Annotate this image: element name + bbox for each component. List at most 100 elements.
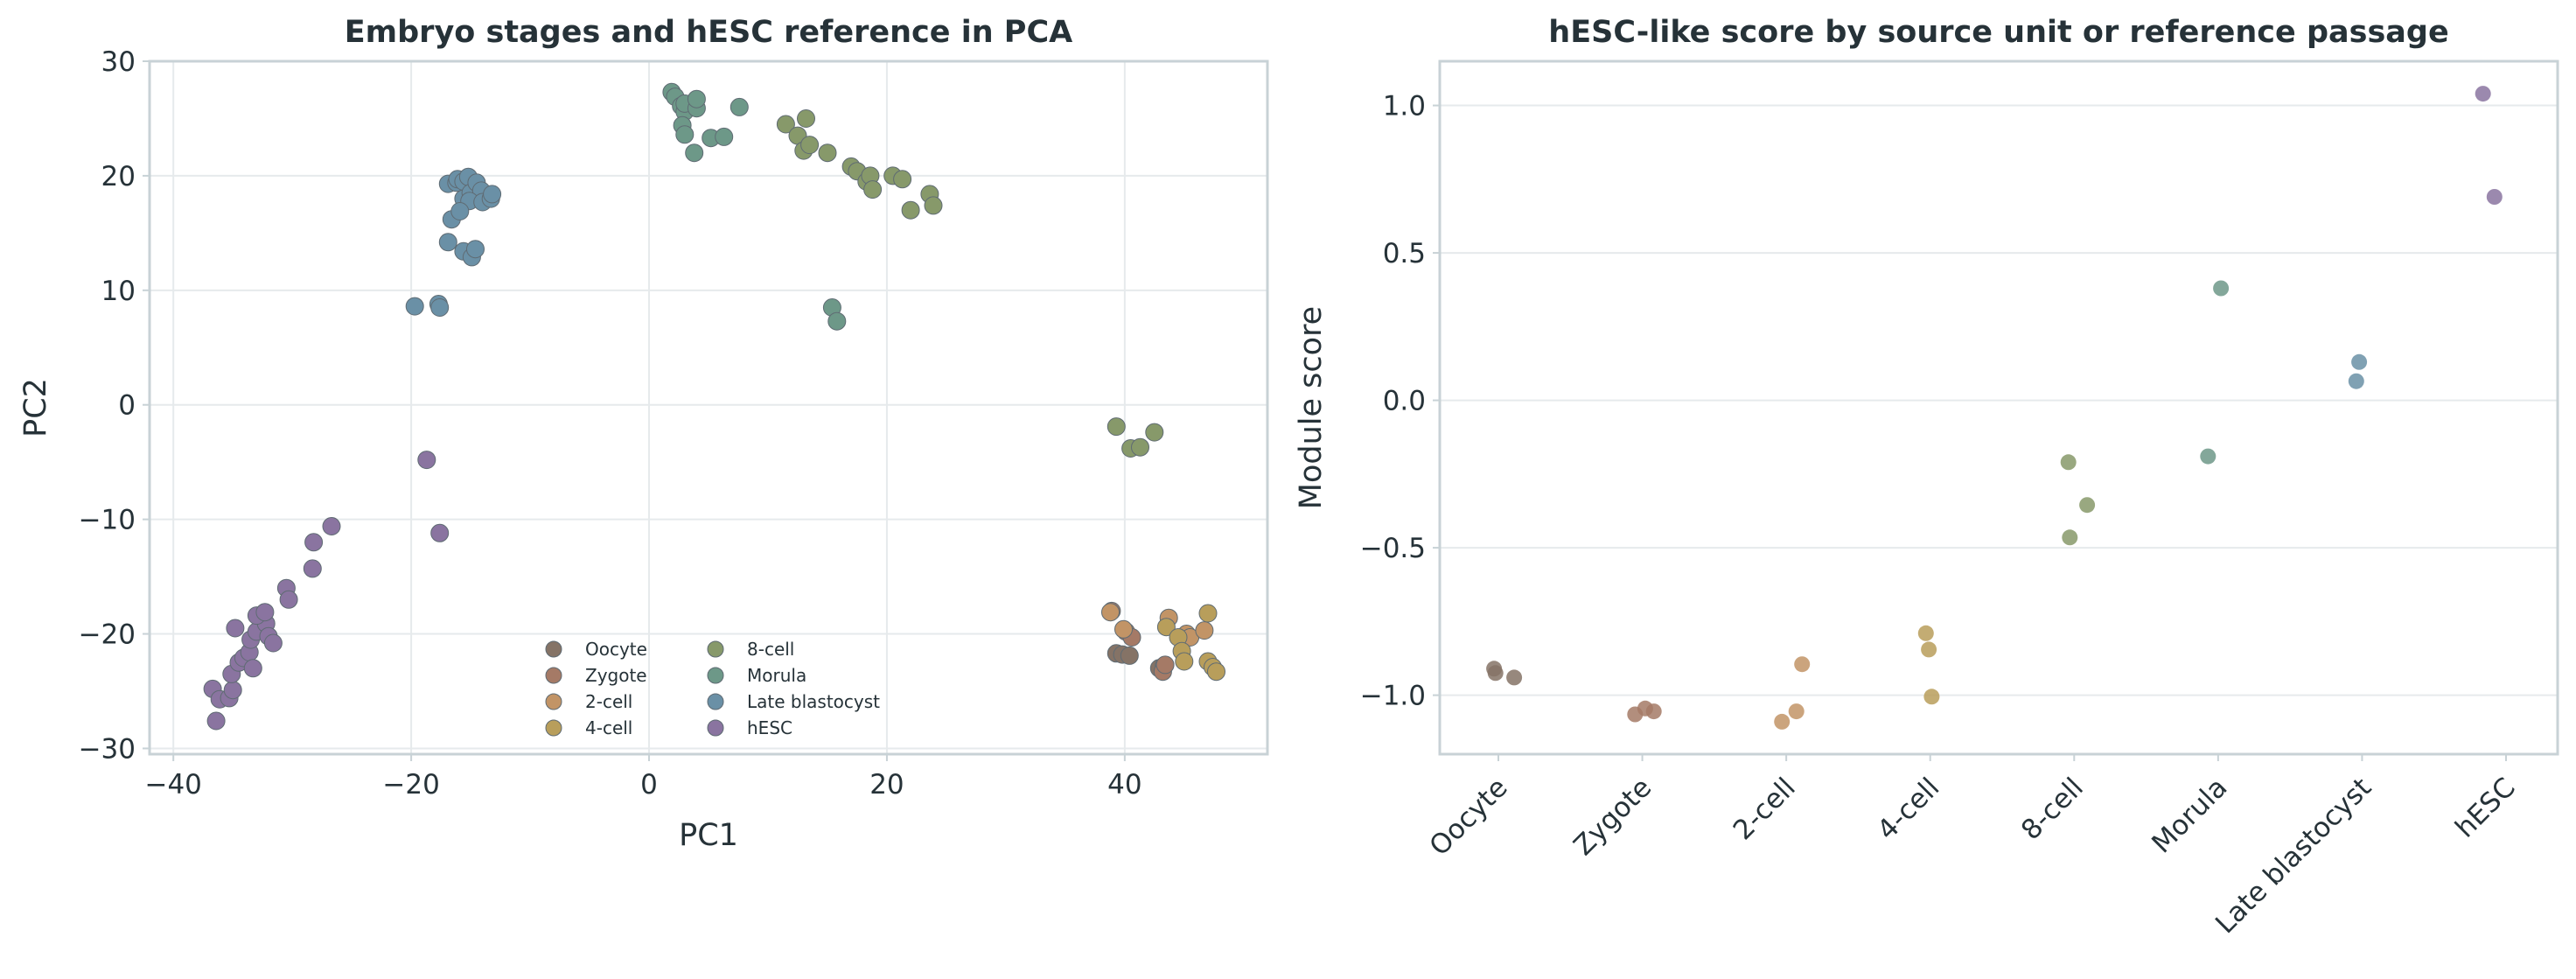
pca-point-morula bbox=[730, 97, 749, 116]
score-x-ticks: Oocyte Zygote 2-cell 4-cell 8-cell MorulaLate… bbox=[1423, 754, 2522, 940]
pca-x-tick-label: −40 bbox=[144, 769, 201, 801]
pca-y-axis-label: PC2 bbox=[18, 378, 53, 437]
score-point-late-blastocyst bbox=[2351, 353, 2368, 370]
pca-x-axis-label: PC1 bbox=[679, 818, 738, 853]
legend-marker-oocyte bbox=[545, 640, 562, 658]
legend-marker-late-blastocyst bbox=[707, 693, 724, 710]
pca-point-hesc bbox=[206, 711, 226, 731]
pca-point-8-cell bbox=[818, 143, 837, 163]
score-x-tick-label-late-blastocyst: Late blastocyst bbox=[2209, 772, 2377, 940]
legend-marker-hesc bbox=[707, 719, 724, 737]
score-x-tick-label-2-cell: 2-cell bbox=[1728, 772, 1802, 846]
pca-point-hesc bbox=[304, 533, 324, 552]
score-point-hesc bbox=[2475, 86, 2491, 102]
score-point-4-cell bbox=[1917, 625, 1934, 641]
pca-point-hesc bbox=[255, 603, 275, 622]
legend-label-morula: Morula bbox=[747, 665, 806, 686]
pca-point-hesc bbox=[303, 559, 322, 578]
pca-y-ticks: −30 −20 −10 0 10 20 30 bbox=[79, 46, 150, 765]
pca-point-hesc bbox=[263, 633, 283, 653]
score-y-tick-label: −0.5 bbox=[1360, 533, 1426, 564]
pca-x-ticks: −40 −20 0 20 40 bbox=[144, 754, 1142, 801]
legend-marker-8-cell bbox=[707, 640, 724, 658]
pca-point-oocyte bbox=[1120, 646, 1139, 665]
pca-point-8-cell bbox=[1131, 437, 1149, 457]
score-x-tick-label-zygote: Zygote bbox=[1567, 772, 1658, 862]
pca-point-4-cell bbox=[1198, 604, 1218, 623]
pca-point-morula bbox=[687, 89, 706, 108]
pca-y-tick-label: 10 bbox=[101, 276, 136, 307]
score-y-tick-label: 0.5 bbox=[1383, 238, 1426, 269]
legend-marker-morula bbox=[707, 667, 724, 684]
pca-point-8-cell bbox=[800, 136, 820, 155]
pca-plot-frame bbox=[148, 59, 1269, 756]
pca-y-tick-label: 30 bbox=[101, 46, 136, 78]
pca-y-tick-label: 20 bbox=[101, 161, 136, 192]
pca-panel: −40 −20 0 20 40 −30 −20 −10 0 10 20 30 Embryo stag… bbox=[18, 15, 1269, 853]
score-plot-background bbox=[1440, 61, 2558, 754]
pca-x-tick-label: 40 bbox=[1107, 769, 1141, 801]
legend-label-2-cell: 2-cell bbox=[585, 691, 632, 712]
legend-label-8-cell: 8-cell bbox=[747, 639, 794, 660]
score-point-8-cell bbox=[2062, 529, 2078, 546]
pca-y-tick-label: −10 bbox=[79, 505, 136, 536]
pca-points bbox=[203, 82, 1225, 731]
pca-point-4-cell bbox=[1175, 652, 1194, 671]
pca-point-morula bbox=[685, 143, 704, 163]
pca-point-late-blastocyst bbox=[466, 240, 485, 259]
pca-point-late-blastocyst bbox=[450, 202, 470, 220]
pca-legend: Oocyte Zygote 2-cell 4-cell 8-cell Morula Late… bbox=[545, 639, 880, 738]
pca-point-hesc bbox=[322, 517, 341, 535]
score-points bbox=[1486, 86, 2503, 730]
score-plot-frame bbox=[1438, 59, 2559, 756]
pca-point-2-cell bbox=[1114, 619, 1133, 639]
score-panel: Oocyte Zygote 2-cell 4-cell 8-cell MorulaLate… bbox=[1294, 15, 2559, 940]
pca-point-8-cell bbox=[901, 200, 920, 220]
pca-point-4-cell bbox=[1156, 618, 1176, 637]
pca-point-hesc bbox=[430, 523, 450, 542]
score-point-8-cell bbox=[2060, 454, 2077, 471]
pca-point-zygote bbox=[1155, 655, 1175, 675]
pca-point-8-cell bbox=[1145, 423, 1164, 442]
pca-y-tick-label: −30 bbox=[79, 733, 136, 765]
pca-point-2-cell bbox=[1195, 621, 1214, 640]
legend-label-hesc: hESC bbox=[747, 717, 792, 738]
pca-point-morula bbox=[675, 125, 695, 144]
score-point-4-cell bbox=[1923, 689, 1940, 705]
score-x-tick-label-8-cell: 8-cell bbox=[2015, 772, 2090, 846]
score-x-tick-label-hesc: hESC bbox=[2449, 772, 2521, 843]
legend-label-zygote: Zygote bbox=[585, 665, 647, 686]
pca-title: Embryo stages and hESC reference in PCA bbox=[345, 15, 1072, 50]
pca-point-late-blastocyst bbox=[430, 298, 450, 317]
score-point-2-cell bbox=[1788, 703, 1805, 720]
score-y-axis-label: Module score bbox=[1294, 306, 1329, 509]
score-title: hESC-like score by source unit or refere… bbox=[1548, 15, 2448, 50]
score-point-morula bbox=[2213, 280, 2230, 297]
score-grid bbox=[1440, 104, 2558, 696]
pca-point-hesc bbox=[417, 451, 436, 470]
pca-point-8-cell bbox=[924, 196, 943, 215]
score-point-hesc bbox=[2486, 189, 2503, 205]
pca-y-tick-label: 0 bbox=[118, 390, 136, 422]
score-x-tick-label-4-cell: 4-cell bbox=[1871, 772, 1945, 846]
legend-marker-4-cell bbox=[545, 719, 562, 737]
score-point-oocyte bbox=[1487, 665, 1504, 682]
score-point-8-cell bbox=[2079, 497, 2096, 514]
score-y-tick-label: 0.0 bbox=[1383, 386, 1426, 417]
pca-point-8-cell bbox=[776, 115, 795, 134]
pca-point-morula bbox=[827, 311, 847, 331]
legend-marker-zygote bbox=[545, 667, 562, 684]
score-y-tick-label: 1.0 bbox=[1383, 91, 1426, 122]
pca-point-8-cell bbox=[893, 170, 912, 189]
score-y-tick-label: −1.0 bbox=[1360, 681, 1426, 712]
score-point-oocyte bbox=[1506, 669, 1523, 686]
pca-point-hesc bbox=[226, 619, 245, 638]
score-point-late-blastocyst bbox=[2348, 373, 2364, 389]
pca-point-4-cell bbox=[1207, 662, 1225, 682]
pca-point-late-blastocyst bbox=[405, 297, 424, 316]
legend-label-oocyte: Oocyte bbox=[585, 639, 647, 660]
score-x-tick-label-oocyte: Oocyte bbox=[1423, 772, 1513, 862]
score-point-2-cell bbox=[1774, 713, 1791, 730]
score-y-ticks: −1.0 −0.5 0.0 0.5 1.0 bbox=[1360, 91, 1440, 712]
